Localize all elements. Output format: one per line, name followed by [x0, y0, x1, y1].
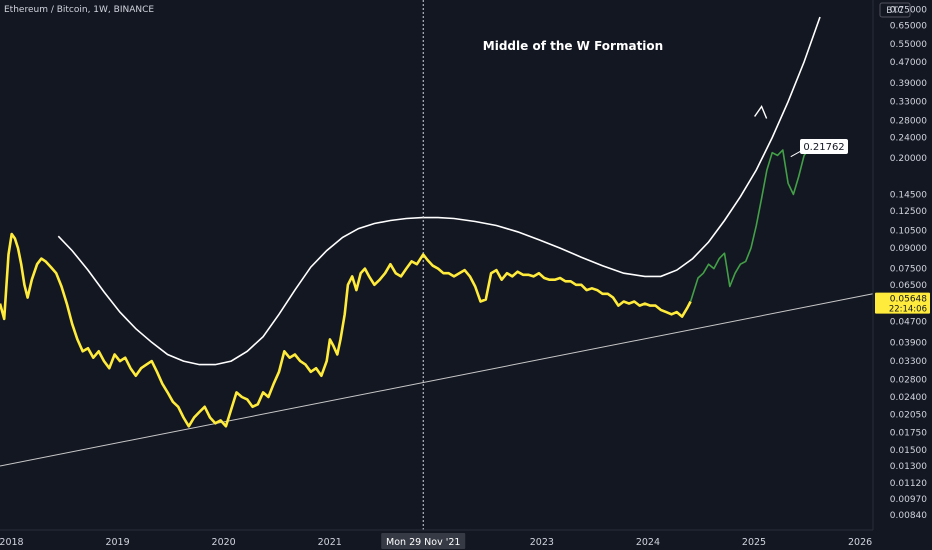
y-tick-label: 0.28000: [890, 116, 927, 126]
x-tick-label: 2020: [212, 537, 236, 548]
annotation-middle-of-w: Middle of the W Formation: [483, 39, 663, 53]
current-price-badge[interactable]: [875, 292, 930, 314]
trendline[interactable]: [0, 293, 874, 467]
y-tick-label: 0.20000: [890, 154, 927, 164]
y-tick-label: 0.03900: [890, 338, 927, 348]
x-tick-label: 2024: [636, 537, 660, 548]
currency-badge[interactable]: BTC: [886, 6, 903, 16]
y-tick-label: 0.10500: [890, 227, 927, 237]
series-line-projection[interactable]: [689, 148, 811, 302]
current-price-value: 0.05648: [890, 295, 927, 305]
y-tick-label: 0.01120: [890, 479, 927, 489]
overlay-layer: Ethereum / Bitcoin, 1W, BINANCE BTC Midd…: [4, 2, 911, 53]
x-tick-label: 2023: [530, 537, 554, 548]
price-axis-panel: [873, 0, 932, 550]
y-tick-label: 0.47000: [890, 58, 927, 68]
y-tick-label: 0.33000: [890, 98, 927, 108]
time-axis[interactable]: 2018 2019 2020 2021 2023 2024 2025 2026 Mon 29 N…: [0, 529, 932, 550]
plot-area[interactable]: 0.21762: [0, 0, 874, 530]
y-tick-label: 0.03300: [890, 357, 927, 367]
series-line-price[interactable]: [0, 232, 692, 428]
y-tick-label: 0.04700: [890, 317, 927, 327]
y-tick-label: 0.02050: [890, 411, 927, 421]
crosshair-date-label: Mon 29 Nov '21: [386, 537, 460, 548]
y-tick-label: 0.14500: [890, 190, 927, 200]
y-tick-label: 0.02400: [890, 393, 927, 403]
y-tick-label: 0.01300: [890, 462, 927, 472]
y-tick-label: 0.06500: [890, 281, 927, 291]
y-tick-label: 0.09000: [890, 244, 927, 254]
x-tick-label: 2018: [0, 537, 24, 548]
y-tick-label: 0.65000: [890, 21, 927, 31]
y-tick-label: 0.55000: [890, 40, 927, 50]
time-axis-panel: [0, 530, 932, 550]
w-curve-arrow-head: [754, 105, 768, 119]
x-tick-label: 2019: [105, 537, 129, 548]
y-tick-label: 0.07500: [890, 265, 927, 275]
currency-badge-frame[interactable]: [879, 2, 911, 18]
y-tick-label: 0.00840: [890, 511, 927, 521]
current-price-countdown: 22:14:06: [889, 305, 927, 315]
y-tick-label: 0.01500: [890, 446, 927, 456]
y-tick-label: 0.75000: [890, 5, 927, 15]
x-tick-label: 2021: [318, 537, 342, 548]
target-label-text[interactable]: 0.21762: [803, 142, 844, 153]
y-tick-label: 0.12500: [890, 207, 927, 217]
y-tick-label: 0.01750: [890, 429, 927, 439]
crosshair-date-badge: [381, 533, 466, 549]
price-axis[interactable]: 0.75000 0.65000 0.55000 0.47000 0.39000 0.330…: [872, 0, 932, 550]
y-tick-label: 0.00970: [890, 495, 927, 505]
symbol-title[interactable]: Ethereum / Bitcoin, 1W, BINANCE: [4, 5, 154, 15]
y-tick-label: 0.02800: [890, 376, 927, 386]
x-tick-label: 2026: [848, 537, 872, 548]
x-tick-label: 2025: [742, 537, 766, 548]
w-formation-curve[interactable]: [57, 16, 821, 366]
y-tick-label: 0.39000: [890, 79, 927, 89]
target-label-box[interactable]: [800, 139, 848, 154]
y-tick-label: 0.24000: [890, 134, 927, 144]
